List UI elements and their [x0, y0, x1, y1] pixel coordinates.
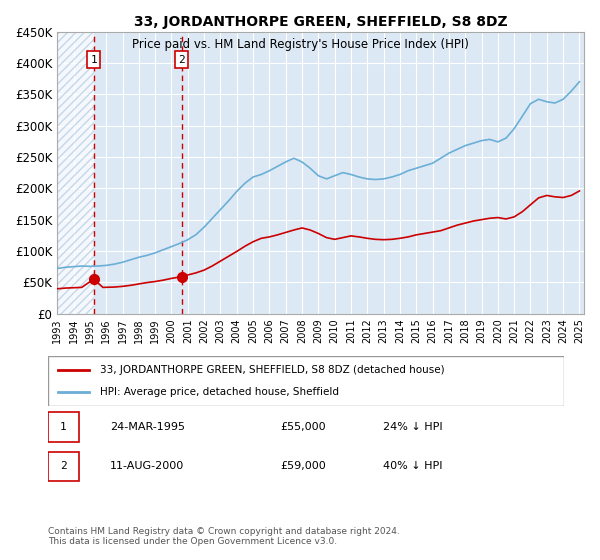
Bar — [48, 451, 79, 480]
Line: 33, JORDANTHORPE GREEN, SHEFFIELD, S8 8DZ (detached house): 33, JORDANTHORPE GREEN, SHEFFIELD, S8 8D… — [57, 191, 580, 289]
HPI: Average price, detached house, Sheffield: (2.02e+03, 3.7e+05): Average price, detached house, Sheffield… — [576, 78, 583, 85]
Line: HPI: Average price, detached house, Sheffield: HPI: Average price, detached house, Shef… — [57, 82, 580, 269]
HPI: Average price, detached house, Sheffield: (1.99e+03, 7.2e+04): Average price, detached house, Sheffield… — [53, 265, 61, 272]
Bar — [57, 31, 94, 314]
HPI: Average price, detached house, Sheffield: (2.02e+03, 2.8e+05): Average price, detached house, Sheffield… — [502, 135, 509, 142]
HPI: Average price, detached house, Sheffield: (2.01e+03, 2.15e+05): Average price, detached house, Sheffield… — [323, 175, 330, 182]
33, JORDANTHORPE GREEN, SHEFFIELD, S8 8DZ (detached house) — [388, 236, 395, 242]
HPI: Average price, detached house, Sheffield: (2e+03, 1.52e+05): Average price, detached house, Sheffield… — [209, 215, 216, 222]
33, JORDANTHORPE GREEN, SHEFFIELD, S8 8DZ (detached house) — [127, 282, 134, 288]
HPI: Average price, detached house, Sheffield: (2.01e+03, 2.35e+05): Average price, detached house, Sheffield… — [274, 163, 281, 170]
Text: 2: 2 — [178, 55, 185, 65]
33, JORDANTHORPE GREEN, SHEFFIELD, S8 8DZ (detached house) — [315, 230, 322, 237]
Text: 40% ↓ HPI: 40% ↓ HPI — [383, 461, 443, 471]
Bar — [48, 412, 79, 441]
Text: 1: 1 — [90, 55, 97, 65]
Text: 24-MAR-1995: 24-MAR-1995 — [110, 422, 185, 432]
HPI: Average price, detached house, Sheffield: (2.02e+03, 3.42e+05): Average price, detached house, Sheffield… — [560, 96, 567, 102]
Text: Contains HM Land Registry data © Crown copyright and database right 2024.
This d: Contains HM Land Registry data © Crown c… — [48, 526, 400, 546]
33, JORDANTHORPE GREEN, SHEFFIELD, S8 8DZ (detached house) — [397, 235, 404, 242]
Title: 33, JORDANTHORPE GREEN, SHEFFIELD, S8 8DZ: 33, JORDANTHORPE GREEN, SHEFFIELD, S8 8D… — [134, 15, 508, 29]
Bar — [57, 31, 94, 314]
33, JORDANTHORPE GREEN, SHEFFIELD, S8 8DZ (detached house) — [53, 286, 61, 292]
HPI: Average price, detached house, Sheffield: (2e+03, 1.12e+05): Average price, detached house, Sheffield… — [176, 240, 183, 247]
Text: Price paid vs. HM Land Registry's House Price Index (HPI): Price paid vs. HM Land Registry's House … — [131, 38, 469, 50]
Text: 2: 2 — [60, 461, 67, 471]
Text: 1: 1 — [60, 422, 67, 432]
33, JORDANTHORPE GREEN, SHEFFIELD, S8 8DZ (detached house) — [347, 232, 355, 239]
Text: 11-AUG-2000: 11-AUG-2000 — [110, 461, 184, 471]
33, JORDANTHORPE GREEN, SHEFFIELD, S8 8DZ (detached house) — [576, 188, 583, 194]
Text: HPI: Average price, detached house, Sheffield: HPI: Average price, detached house, Shef… — [100, 387, 338, 397]
Text: £59,000: £59,000 — [280, 461, 326, 471]
Text: £55,000: £55,000 — [280, 422, 326, 432]
33, JORDANTHORPE GREEN, SHEFFIELD, S8 8DZ (detached house) — [274, 231, 281, 238]
Text: 24% ↓ HPI: 24% ↓ HPI — [383, 422, 443, 432]
Text: 33, JORDANTHORPE GREEN, SHEFFIELD, S8 8DZ (detached house): 33, JORDANTHORPE GREEN, SHEFFIELD, S8 8D… — [100, 365, 444, 375]
